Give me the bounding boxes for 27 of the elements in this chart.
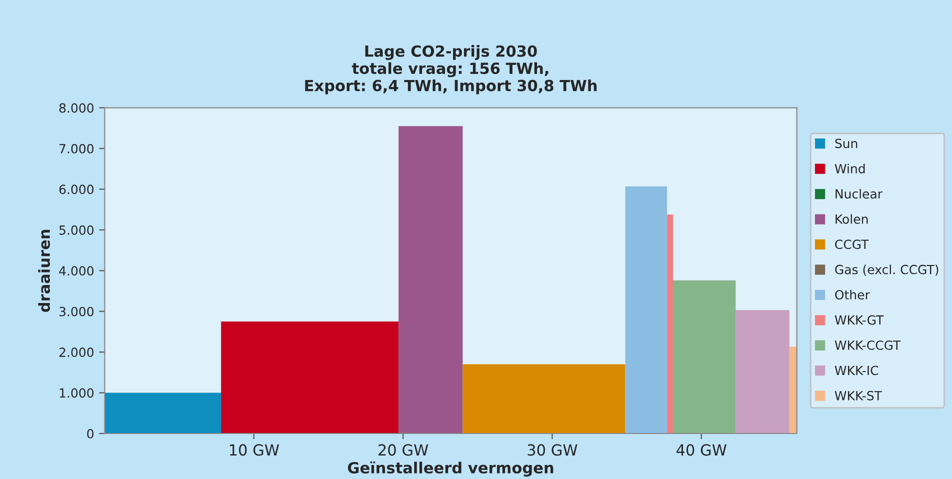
x-axis-title: Geïnstalleerd vermogen [348,461,554,477]
legend-label: Wind [834,164,865,174]
y-tick-label: 6.000 [59,184,94,194]
x-tick-label: 40 GW [676,444,726,456]
x-tick-label: 30 GW [528,444,578,456]
legend-label: CCGT [835,240,869,250]
y-tick-label: 1.000 [60,388,94,398]
x-tick-label: 20 GW [378,444,428,456]
y-tick-label: 7.000 [60,144,94,154]
legend-label: Nuclear [836,188,883,199]
y-tick-label: 0 [87,428,94,438]
y-axis-title: draaiuren [38,230,50,312]
legend-label: Gas (excl. CCGT) [835,264,938,276]
legend-label: WKK-CCGT [834,340,901,350]
legend-label: Kolen [836,214,868,224]
legend-label: WKK-GT [834,315,884,325]
legend-label: Other [835,290,870,300]
x-tick-label: 10 GW [230,444,280,456]
y-tick-label: 4.000 [59,266,94,276]
y-tick-label: 2.000 [59,348,94,357]
legend-label: WKK-IC [834,366,878,376]
legend-label: WKK-ST [834,390,882,400]
legend-label: Sun [835,138,858,148]
y-tick-label: 5.000 [59,225,94,235]
y-tick-label: 8.000 [59,103,94,113]
y-tick-label: 3.000 [59,306,94,316]
chart-title: Lage CO2-prijs 2030 totale vraag: 156 TWh, Export: 6,4 TWh, Import 30,8 TWh [305,45,597,94]
